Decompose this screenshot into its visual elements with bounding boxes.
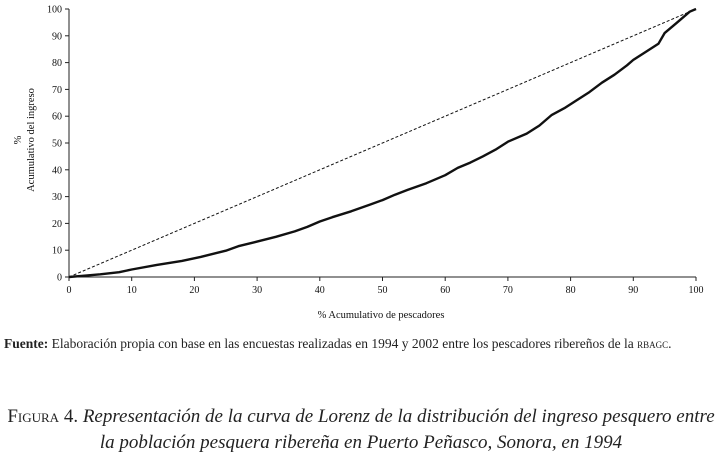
x-tick-label: 10 bbox=[127, 285, 137, 296]
y-tick-label: 90 bbox=[52, 31, 62, 42]
x-tick-label: 70 bbox=[503, 285, 513, 296]
x-tick-label: 90 bbox=[628, 285, 638, 296]
figure-caption-text: Representación de la curva de Lorenz de … bbox=[82, 406, 715, 453]
figure-caption: Figura 4. Representación de la curva de … bbox=[0, 404, 722, 456]
y-tick-label: 100 bbox=[47, 5, 62, 16]
x-tick-label: 60 bbox=[440, 285, 450, 296]
x-tick-label: 0 bbox=[67, 285, 72, 296]
lorenz-curve bbox=[68, 7, 697, 279]
y-tick-label: 50 bbox=[52, 139, 62, 150]
x-tick-label: 80 bbox=[566, 285, 576, 296]
source-end: . bbox=[668, 336, 672, 351]
x-tick-label: 50 bbox=[378, 285, 388, 296]
x-tick-label: 100 bbox=[689, 285, 704, 296]
y-tick-label: 30 bbox=[52, 192, 62, 203]
y-tick-label: 0 bbox=[57, 273, 62, 284]
y-tick-label: 40 bbox=[52, 165, 62, 176]
y-tick-label: 60 bbox=[52, 112, 62, 123]
equality-line bbox=[68, 8, 697, 278]
figure-label: Figura 4. bbox=[7, 406, 79, 427]
lorenz-chart: % Acumulativo del ingreso % Acumulativo … bbox=[13, 5, 704, 322]
x-tick-label: 30 bbox=[252, 285, 262, 296]
source-acronym: rbagc bbox=[637, 336, 669, 351]
x-tick-label: 20 bbox=[189, 285, 199, 296]
y-tick-label: 10 bbox=[52, 246, 62, 257]
x-axis-title: % Acumulativo de pescadores bbox=[318, 310, 445, 321]
source-label: Fuente: bbox=[4, 336, 49, 351]
y-axis-title-text: Acumulativo del ingreso bbox=[26, 88, 37, 192]
source-note: Fuente: Elaboración propia con base en l… bbox=[4, 334, 718, 354]
y-tick-label: 20 bbox=[52, 219, 62, 230]
y-tick-label: 70 bbox=[52, 85, 62, 96]
source-text: Elaboración propia con base en las encue… bbox=[48, 336, 638, 351]
y-axis-title-prefix: % bbox=[13, 135, 24, 144]
y-axis-title: % Acumulativo del ingreso bbox=[13, 88, 37, 192]
x-tick-label: 40 bbox=[315, 285, 325, 296]
y-tick-label: 80 bbox=[52, 58, 62, 69]
